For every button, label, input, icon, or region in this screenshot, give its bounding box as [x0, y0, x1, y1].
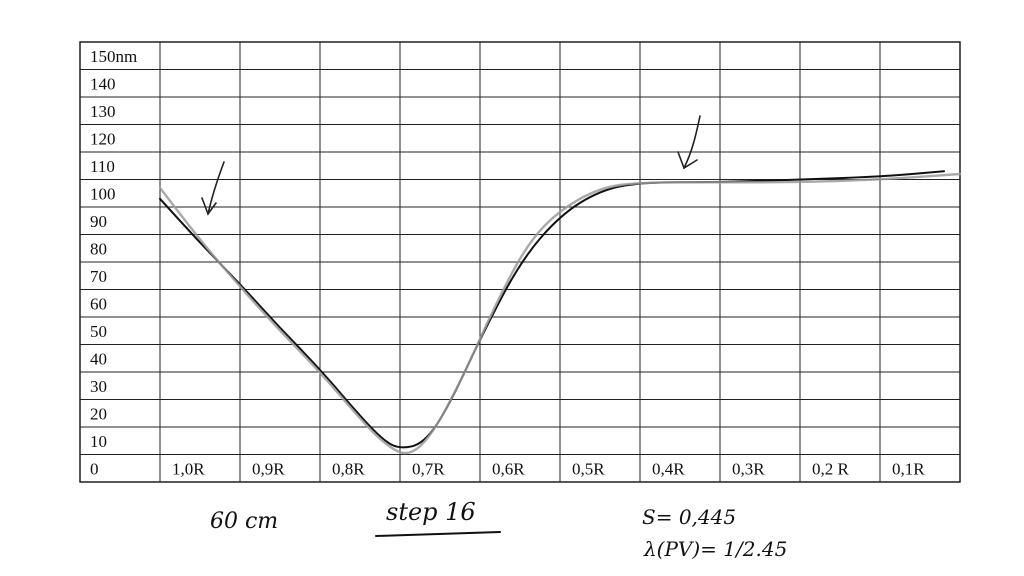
x-tick-label: 0,4R	[652, 459, 685, 478]
y-tick-label: 140	[90, 74, 116, 93]
y-tick-label: 110	[90, 157, 115, 176]
y-tick-label: 100	[90, 184, 116, 203]
profile-curves	[158, 170, 962, 455]
y-tick-label: 120	[90, 129, 116, 148]
y-tick-label: 20	[90, 404, 107, 423]
x-tick-label: 1,0R	[172, 459, 205, 478]
x-axis-labels: 1,0R 0,9R 0,8R 0,7R 0,6R 0,5R 0,4R 0,3R 0,2 R 0,1…	[172, 459, 925, 478]
x-tick-label: 0,8R	[332, 459, 365, 478]
y-tick-label: 0	[90, 459, 99, 478]
lambda-note: λ(PV)= 1/2.45	[643, 537, 787, 561]
x-tick-label: 0,6R	[492, 459, 525, 478]
x-tick-label: 0,3R	[732, 459, 765, 478]
s-value-note: S= 0,445	[642, 505, 736, 529]
x-tick-label: 0,7R	[412, 459, 445, 478]
x-tick-label: 0,2 R	[812, 459, 850, 478]
distance-note: 60 cm	[210, 509, 278, 534]
x-tick-label: 0,5R	[572, 459, 605, 478]
step-underline	[375, 531, 501, 537]
profile-line	[159, 170, 945, 449]
arrow-mark-right	[677, 115, 701, 170]
arrow-mark-left	[201, 161, 225, 216]
y-tick-label: 40	[90, 349, 107, 368]
profile-line	[158, 172, 962, 455]
y-tick-label: 90	[90, 212, 107, 231]
y-tick-label: 80	[90, 239, 107, 258]
x-tick-label: 0,9R	[252, 459, 285, 478]
x-tick-label: 0,1R	[892, 459, 925, 478]
y-tick-label: 10	[90, 432, 107, 451]
y-tick-label: 60	[90, 294, 107, 313]
y-tick-label: 150nm	[90, 47, 137, 66]
y-tick-label: 130	[90, 102, 116, 121]
y-tick-label: 50	[90, 322, 107, 341]
step-note: step 16	[386, 498, 476, 526]
y-tick-label: 70	[90, 267, 107, 286]
chart-grid	[79, 41, 961, 483]
y-tick-label: 30	[90, 377, 107, 396]
